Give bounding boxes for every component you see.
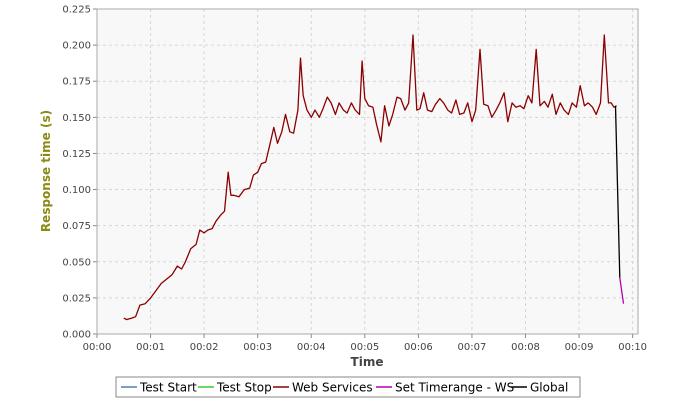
legend-label-test-stop: Test Stop: [216, 381, 272, 395]
legend-box: [115, 376, 581, 398]
y-tick-label: 0.225: [62, 5, 91, 16]
y-tick-label: 0.075: [62, 221, 91, 232]
legend-label-test-start: Test Start: [139, 381, 197, 395]
x-tick-label: 00:04: [297, 342, 326, 353]
legend: Test Start Test Stop Web Services Set Timer…: [115, 376, 581, 398]
grid-lines: [97, 8, 638, 334]
series-line-global: [614, 105, 621, 278]
y-tick-label: 0.100: [62, 185, 91, 196]
plot-border: [96, 8, 639, 335]
y-axis-title: Response time (s): [39, 110, 53, 232]
legend-label-web-services: Web Services: [292, 381, 373, 395]
x-axis-title: Time: [351, 355, 384, 369]
series-lines: [123, 34, 625, 321]
axes: 0.000 0.025 0.050 0.075 0.100 0.125 0.150 0.175…: [62, 5, 647, 354]
x-tick-label: 00:02: [190, 342, 219, 353]
y-tick-label: 0.050: [62, 257, 91, 268]
x-tick-label: 00:05: [350, 342, 379, 353]
y-tick-label: 0.200: [62, 41, 91, 52]
x-tick-label: 00:10: [618, 342, 647, 353]
y-tick-label: 0.000: [62, 330, 91, 341]
y-tick-label: 0.175: [62, 77, 91, 88]
x-tick-label: 00:00: [83, 342, 112, 353]
y-tick-label: 0.025: [62, 293, 91, 304]
x-tick-label: 00:07: [458, 342, 487, 353]
y-tick-label: 0.125: [62, 149, 91, 160]
x-tick-label: 00:06: [404, 342, 433, 353]
series-line-web-services: [123, 34, 617, 321]
series-line-set-timerange-ws: [619, 277, 625, 304]
legend-label-global: Global: [530, 381, 568, 395]
x-tick-label: 00:09: [565, 342, 594, 353]
x-tick-label: 00:08: [511, 342, 540, 353]
plot-area: [97, 9, 638, 334]
y-tick-label: 0.150: [62, 113, 91, 124]
x-tick-label: 00:01: [136, 342, 165, 353]
legend-label-set-timerange-ws: Set Timerange - WS: [395, 381, 514, 395]
x-tick-label: 00:03: [243, 342, 272, 353]
